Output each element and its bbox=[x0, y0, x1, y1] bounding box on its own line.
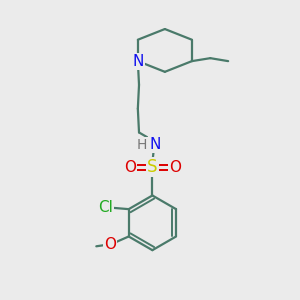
Text: O: O bbox=[104, 237, 116, 252]
Text: O: O bbox=[169, 160, 181, 175]
Text: H: H bbox=[137, 138, 147, 152]
Text: Cl: Cl bbox=[98, 200, 113, 215]
Text: N: N bbox=[149, 137, 161, 152]
Text: N: N bbox=[132, 54, 143, 69]
Text: O: O bbox=[124, 160, 136, 175]
Text: S: S bbox=[147, 158, 158, 176]
